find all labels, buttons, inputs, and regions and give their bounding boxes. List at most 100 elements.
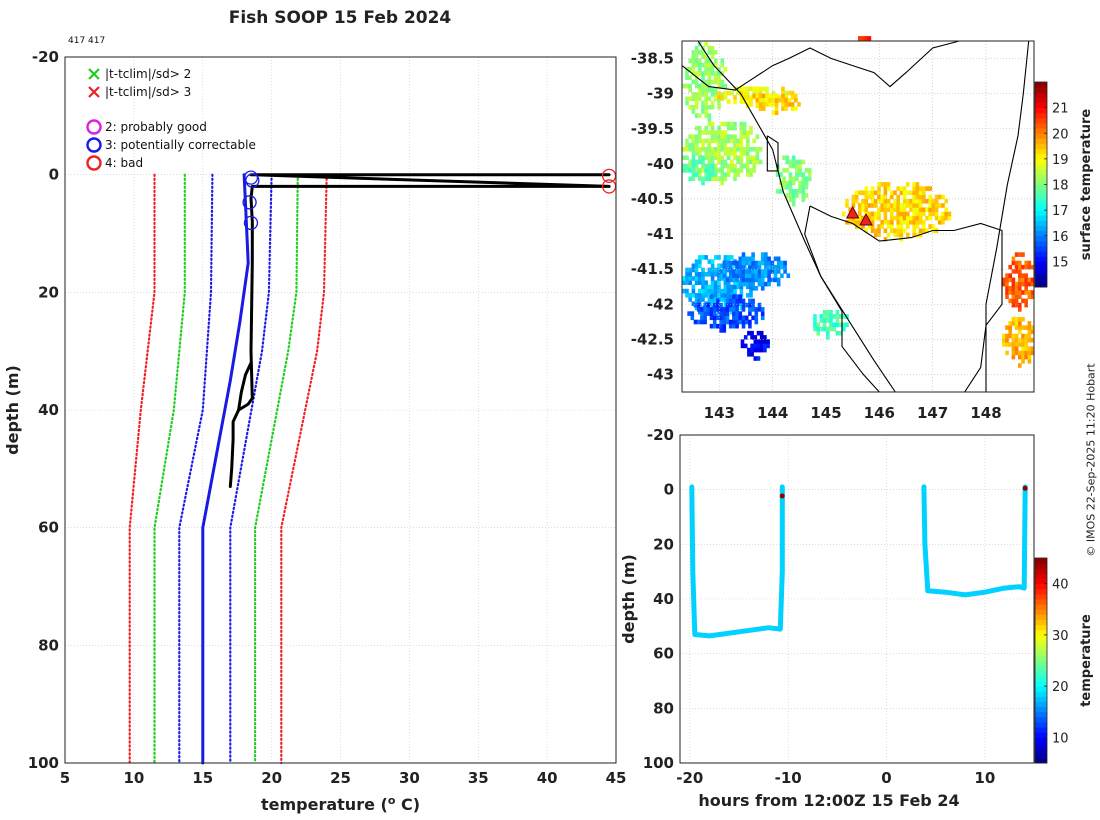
colorbar-segment (1035, 578, 1047, 585)
sst-pixel (726, 172, 731, 177)
sst-pixel (719, 311, 723, 316)
sst-pixel (893, 232, 897, 238)
colorbar-tick-label: 21 (1052, 102, 1069, 117)
sst-pixel (791, 189, 796, 194)
sst-pixel (768, 93, 772, 99)
sst-pixel (835, 322, 840, 328)
sst-pixel (716, 323, 720, 329)
sst-pixel (728, 273, 733, 278)
sst-pixel (1011, 342, 1016, 347)
sst-pixel (691, 276, 696, 281)
sst-pixel (739, 288, 744, 294)
sst-pixel (710, 54, 715, 59)
sst-pixel (726, 151, 731, 156)
sst-pixel (751, 302, 755, 308)
sst-pixel (832, 314, 836, 319)
sst-pixel (1021, 342, 1025, 347)
sst-pixel (1018, 342, 1022, 347)
sst-pixel (744, 281, 749, 287)
sst-pixel (750, 347, 754, 353)
sst-pixel (752, 90, 756, 96)
colorbar-tick-label: 19 (1052, 153, 1069, 168)
sst-pixel (785, 155, 790, 160)
sst-pixel (774, 102, 779, 107)
sst-pixel (707, 62, 712, 68)
sst-pixel (890, 190, 894, 196)
sst-pixel (710, 263, 715, 269)
sst-pixel (877, 182, 881, 187)
sst-pixel (934, 194, 939, 200)
sst-pixel (822, 309, 827, 315)
sst-pixel (738, 315, 743, 321)
sst-pixel (922, 194, 926, 200)
sst-pixel (784, 106, 788, 111)
sst-pixel (739, 155, 744, 160)
sst-pixel (785, 159, 790, 165)
sst-pixel (1024, 260, 1028, 266)
sst-pixel (1014, 333, 1019, 339)
sst-pixel (704, 272, 708, 277)
sst-pixel (813, 322, 817, 328)
sst-pixel (1027, 325, 1032, 330)
sst-pixel (739, 125, 744, 131)
sst-pixel (726, 168, 731, 173)
sst-pixel (739, 305, 744, 311)
sst-pixel (732, 323, 736, 329)
sst-pixel (714, 147, 718, 152)
sst-pixel (922, 224, 926, 229)
sst-pixel (758, 106, 763, 111)
colorbar-segment (1035, 138, 1047, 144)
sst-pixel (928, 203, 932, 208)
sst-pixel (918, 198, 923, 204)
sst-pixel (691, 284, 696, 290)
sst-pixel (698, 176, 702, 182)
sst-pixel (704, 147, 708, 152)
map-ytick-label: -40 (647, 155, 674, 173)
sst-pixel (742, 95, 747, 100)
sst-pixel (784, 90, 788, 96)
sst-pixel (700, 315, 704, 321)
sst-pixel (709, 323, 714, 329)
sst-pixel (701, 163, 705, 169)
sst-pixel (733, 176, 737, 182)
sst-pixel (719, 315, 723, 321)
sst-pixel (707, 168, 712, 173)
sst-pixel (791, 197, 796, 203)
sst-pixel (826, 335, 830, 340)
colorbar-segment (1035, 604, 1047, 610)
sst-pixel (781, 97, 785, 103)
profile-line-climatology-mean (201, 173, 250, 765)
colorbar-segment (1035, 614, 1047, 620)
sst-pixel (739, 130, 744, 135)
sst-pixel (922, 228, 926, 233)
legend-label: 2: probably good (105, 120, 207, 134)
sst-pixel (733, 121, 737, 127)
sst-pixel (807, 172, 812, 177)
profile-line-clim-1sd-low (178, 173, 214, 765)
sst-pixel (928, 207, 932, 212)
sst-pixel (682, 288, 686, 294)
sst-pixel (758, 86, 763, 92)
sst-pixel (1014, 350, 1019, 356)
sst-pixel (1005, 333, 1009, 339)
sst-pixel (906, 220, 910, 225)
sst-pixel (685, 138, 689, 144)
sst-pixel (712, 323, 717, 329)
sst-pixel (906, 211, 910, 217)
sst-pixel (750, 335, 754, 340)
track-xtick-label: 10 (974, 769, 995, 787)
sst-pixel (1030, 281, 1035, 287)
sst-pixel (1021, 298, 1025, 304)
sst-pixel (1027, 333, 1032, 339)
sst-pixel (838, 330, 843, 336)
colorbar-segment (1035, 281, 1047, 288)
sst-pixel (1018, 281, 1022, 287)
track-frame (679, 434, 1035, 764)
sst-pixel (1005, 273, 1009, 278)
sst-pixel (704, 71, 708, 76)
sst-pixel (701, 50, 705, 55)
colorbar-segment (1035, 205, 1047, 211)
sst-pixel (701, 176, 705, 182)
sst-pixel (819, 318, 824, 323)
sst-pixel (700, 307, 704, 312)
